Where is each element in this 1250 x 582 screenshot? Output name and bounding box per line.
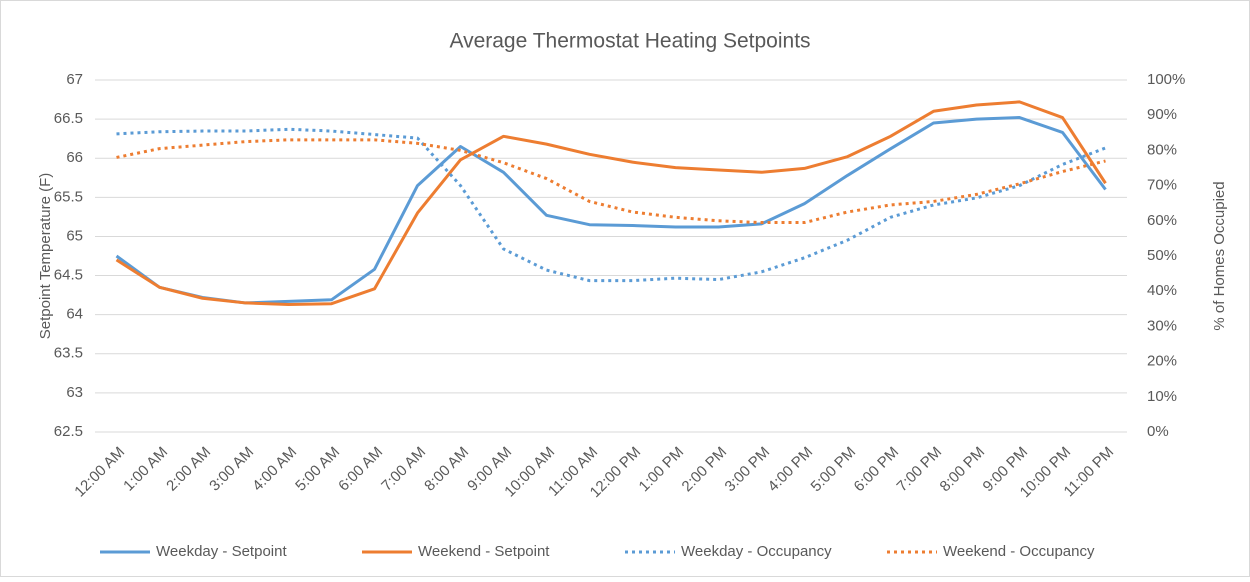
y-tick-label: 63 — [66, 384, 83, 401]
y2-tick-label: 80% — [1147, 141, 1177, 158]
y-tick-label: 65 — [66, 227, 83, 244]
y-tick-label: 64.5 — [54, 267, 83, 284]
y2-tick-label: 70% — [1147, 177, 1177, 194]
series-line — [116, 127, 1107, 283]
y-tick-label: 67 — [66, 71, 83, 88]
y2-tick-label: 20% — [1147, 353, 1177, 370]
legend-label: Weekend - Occupancy — [943, 543, 1095, 560]
legend-label: Weekday - Occupancy — [681, 543, 832, 560]
y2-tick-label: 50% — [1147, 247, 1177, 264]
legend-label: Weekday - Setpoint — [156, 543, 287, 560]
y-tick-label: 62.5 — [54, 423, 83, 440]
legend-label: Weekend - Setpoint — [418, 543, 550, 560]
y2-tick-label: 90% — [1147, 106, 1177, 123]
y2-axis-title: % of Homes Occupied — [1211, 181, 1228, 330]
series-line — [115, 100, 1107, 306]
chart-title: Average Thermostat Heating Setpoints — [449, 30, 810, 53]
y-tick-label: 64 — [66, 306, 83, 323]
y2-tick-label: 100% — [1147, 71, 1185, 88]
y2-tick-label: 0% — [1147, 423, 1169, 440]
series-line — [116, 138, 1106, 225]
y2-tick-label: 60% — [1147, 212, 1177, 229]
y-tick-label: 65.5 — [54, 188, 83, 205]
y-axis-title: Setpoint Temperature (F) — [37, 173, 54, 339]
series-line — [115, 116, 1107, 305]
y2-tick-label: 10% — [1147, 388, 1177, 405]
y-tick-label: 63.5 — [54, 345, 83, 362]
y2-tick-label: 40% — [1147, 282, 1177, 299]
y-tick-label: 66 — [66, 149, 83, 166]
y-tick-label: 66.5 — [54, 110, 83, 127]
y2-tick-label: 30% — [1147, 317, 1177, 334]
